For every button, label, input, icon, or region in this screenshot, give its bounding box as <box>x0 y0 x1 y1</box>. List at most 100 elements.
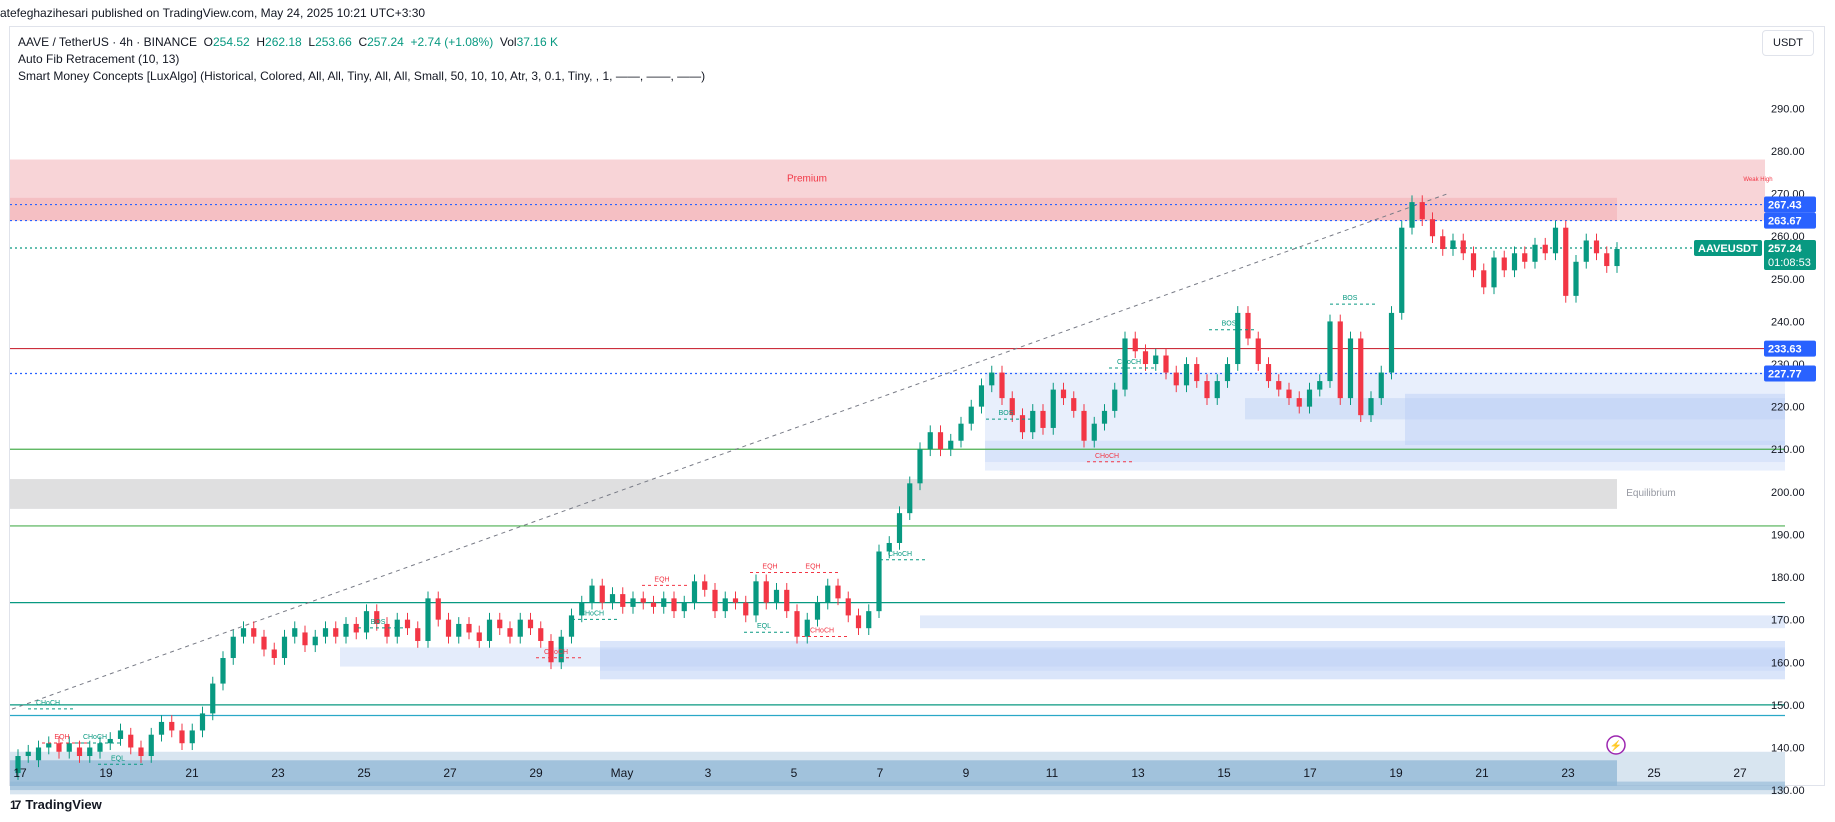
candle-body <box>691 581 698 603</box>
candle-body <box>548 640 554 663</box>
equilibrium-zone <box>10 479 1617 509</box>
candle-body <box>948 440 954 450</box>
x-tick-label: 29 <box>529 766 543 780</box>
candle-body <box>343 623 349 637</box>
candle-body <box>435 598 441 620</box>
candle-body <box>117 730 124 739</box>
y-tick-label: 140.00 <box>1771 742 1805 754</box>
premium-label: Premium <box>787 174 827 185</box>
candle-body <box>46 743 52 748</box>
equilibrium-label: Equilibrium <box>1626 488 1675 499</box>
publisher-header: atefeghazihesari published on TradingVie… <box>0 6 426 20</box>
currency-button[interactable]: USDT <box>1762 30 1814 56</box>
candle-body <box>1091 423 1097 441</box>
candle-body <box>794 611 800 637</box>
price-tag <box>1764 196 1816 213</box>
lightning-glyph: ⚡ <box>1610 739 1622 752</box>
x-tick-label: 17 <box>1303 766 1317 780</box>
candle-body <box>1071 398 1077 411</box>
candle-body <box>158 721 165 735</box>
order-block-zone <box>10 781 1785 791</box>
candle-body <box>486 619 493 641</box>
smc-label: BOS <box>1343 295 1358 302</box>
price-tag-label: 267.43 <box>1768 200 1802 212</box>
candle-body <box>743 602 749 616</box>
price-tag-label: 233.63 <box>1768 344 1802 356</box>
candle-body <box>712 589 718 612</box>
candle-body <box>1563 227 1569 296</box>
candle-body <box>333 628 339 637</box>
candle-body <box>538 628 544 641</box>
candle-body <box>1163 355 1169 373</box>
premium-tag: Weak High <box>1743 177 1772 183</box>
candle-body <box>128 734 134 748</box>
y-tick-label: 280.00 <box>1771 146 1805 158</box>
candle-body <box>251 628 257 637</box>
y-tick-label: 160.00 <box>1771 657 1805 669</box>
candle-body <box>589 585 595 603</box>
x-tick-label: 15 <box>1217 766 1231 780</box>
indicator-fib[interactable]: Auto Fib Retracement (10, 13) <box>18 52 180 66</box>
candle-body <box>753 581 759 616</box>
candle-body <box>56 743 62 752</box>
ohlc-row: AAVE / TetherUS · 4h · BINANCE O254.52 H… <box>18 34 705 51</box>
order-block-zone <box>600 640 1785 680</box>
x-tick-label: 23 <box>1561 766 1575 780</box>
candle-body <box>855 615 862 629</box>
candle-body <box>1450 240 1456 249</box>
candle-body <box>466 623 472 633</box>
candle-body <box>1593 240 1600 254</box>
smc-label: BOS <box>999 410 1014 417</box>
candle-body <box>671 598 677 612</box>
candle-body <box>1327 321 1333 382</box>
volume-label: Vol <box>499 35 517 49</box>
candle-body <box>517 619 523 637</box>
smc-label: CHoCH <box>580 610 604 617</box>
candle-body <box>456 623 462 637</box>
premium-inner-zone <box>10 197 1617 221</box>
x-tick-label: 5 <box>791 766 798 780</box>
candle-body <box>374 611 380 624</box>
symbol-label[interactable]: AAVE / TetherUS · 4h · BINANCE <box>18 35 197 49</box>
candle-body <box>1409 202 1415 228</box>
candle-body <box>312 636 318 646</box>
candle-body <box>1265 364 1272 382</box>
candle-body <box>1491 257 1497 288</box>
candle-body <box>1245 312 1251 339</box>
candle-body <box>907 483 913 514</box>
indicator-smc[interactable]: Smart Money Concepts [LuxAlgo] (Historic… <box>18 69 706 83</box>
candle-body <box>958 423 964 441</box>
candle-body <box>1214 381 1220 399</box>
low-label: L <box>308 35 316 49</box>
candle-body <box>1296 398 1302 407</box>
candle-body <box>999 372 1005 399</box>
candle-body <box>814 602 821 620</box>
change-value: +2.74 (+1.08%) <box>410 35 494 49</box>
candle-body <box>1368 398 1374 416</box>
candle-body <box>353 623 359 633</box>
candle-body <box>927 432 933 450</box>
tradingview-logo-icon: 17 <box>10 797 21 812</box>
y-tick-label: 180.00 <box>1771 572 1805 584</box>
candle-body <box>773 589 780 603</box>
candle-body <box>1081 410 1087 441</box>
candle-body <box>989 372 995 386</box>
candle-body <box>87 747 93 757</box>
candle-body <box>1604 253 1610 267</box>
candle-body <box>968 406 974 424</box>
x-tick-label: 17 <box>13 766 27 780</box>
candle-body <box>1030 410 1036 433</box>
y-tick-label: 170.00 <box>1771 615 1805 627</box>
candle-body <box>271 649 277 659</box>
candle-body <box>1122 338 1128 390</box>
smc-label: EQH <box>654 576 669 583</box>
candle-body <box>640 598 646 603</box>
tradingview-brand[interactable]: 17 TradingView <box>10 797 102 812</box>
order-block-zone <box>600 649 1785 671</box>
y-tick-label: 130.00 <box>1771 785 1805 797</box>
symbol-tag <box>1694 239 1762 256</box>
x-tick-label: 19 <box>99 766 113 780</box>
smc-label: CHoCH <box>83 734 107 741</box>
x-tick-label: 3 <box>705 766 712 780</box>
